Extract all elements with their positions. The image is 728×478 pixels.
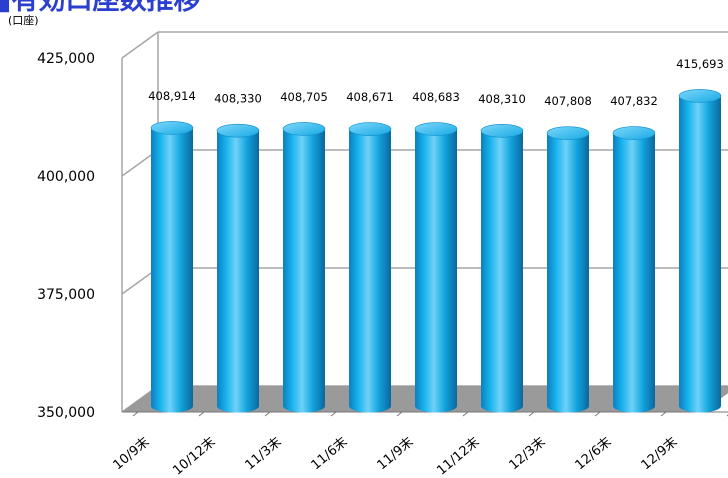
- bar-1: [216, 123, 260, 413]
- x-tick-label-0: 10/9末: [111, 435, 153, 474]
- x-tick-label-3: 11/6末: [309, 435, 351, 474]
- x-tick-label-5: 11/12末: [434, 435, 482, 478]
- bar-body-3: [349, 129, 391, 413]
- x-tick-label-1: 10/12末: [170, 435, 218, 478]
- x-tick-0: [132, 411, 139, 417]
- bar-top-2: [282, 122, 326, 136]
- bar-5: [480, 123, 524, 413]
- y-tick-label-3: 425,000: [37, 51, 95, 67]
- x-tick-label-4: 11/9末: [375, 435, 417, 474]
- data-label-1: 408,330: [214, 92, 262, 106]
- bar-body-5: [481, 130, 523, 413]
- grid-diagonal-3: [121, 31, 159, 59]
- data-label-3: 408,671: [346, 90, 394, 104]
- bar-4: [414, 122, 458, 413]
- bar-body-2: [283, 128, 325, 413]
- bar-top-7: [612, 126, 656, 140]
- x-tick-4: [396, 411, 403, 417]
- bar-body-0: [151, 127, 193, 413]
- x-tick-1: [198, 411, 205, 417]
- bar-top-0: [150, 121, 194, 135]
- bar-body-4: [415, 129, 457, 413]
- bar-body-6: [547, 133, 589, 413]
- bar-8: [678, 89, 722, 413]
- data-label-4: 408,683: [412, 90, 460, 104]
- bar-body-1: [217, 130, 259, 413]
- bar-0: [150, 121, 194, 413]
- x-tick-label-7: 12/6末: [573, 435, 615, 474]
- data-label-0: 408,914: [148, 89, 196, 103]
- x-tick-7: [594, 411, 601, 417]
- bar-6: [546, 126, 590, 413]
- bar-2: [282, 122, 326, 413]
- x-tick-8: [660, 411, 667, 417]
- bar-7: [612, 126, 656, 413]
- data-label-5: 408,310: [478, 92, 526, 106]
- data-label-6: 407,808: [544, 94, 592, 108]
- data-label-7: 407,832: [610, 94, 658, 108]
- y-tick-label-2: 400,000: [37, 169, 95, 185]
- x-tick-5: [462, 411, 469, 417]
- x-tick-6: [528, 411, 535, 417]
- y-tick-label-0: 350,000: [37, 405, 95, 421]
- bar-body-7: [613, 133, 655, 413]
- data-label-2: 408,705: [280, 90, 328, 104]
- bar-top-4: [414, 122, 458, 136]
- data-label-8: 415,693: [676, 57, 724, 71]
- bars-layer: [150, 89, 722, 413]
- bar-top-8: [678, 89, 722, 103]
- y-tick-label-1: 375,000: [37, 287, 95, 303]
- bar-top-1: [216, 123, 260, 138]
- bar-top-3: [348, 122, 392, 136]
- chart-title: ■有効口座数推移: [0, 0, 201, 16]
- y-unit-label: (口座): [8, 13, 39, 27]
- x-tick-2: [264, 411, 271, 417]
- bar-top-5: [480, 123, 524, 138]
- bar-3: [348, 122, 392, 413]
- x-tick-label-6: 12/3末: [507, 435, 549, 474]
- x-tick-label-8: 12/9末: [639, 435, 681, 474]
- bar-top-6: [546, 126, 590, 140]
- x-tick-3: [330, 411, 337, 417]
- bar-body-8: [679, 95, 721, 413]
- x-tick-label-2: 11/3末: [243, 435, 285, 474]
